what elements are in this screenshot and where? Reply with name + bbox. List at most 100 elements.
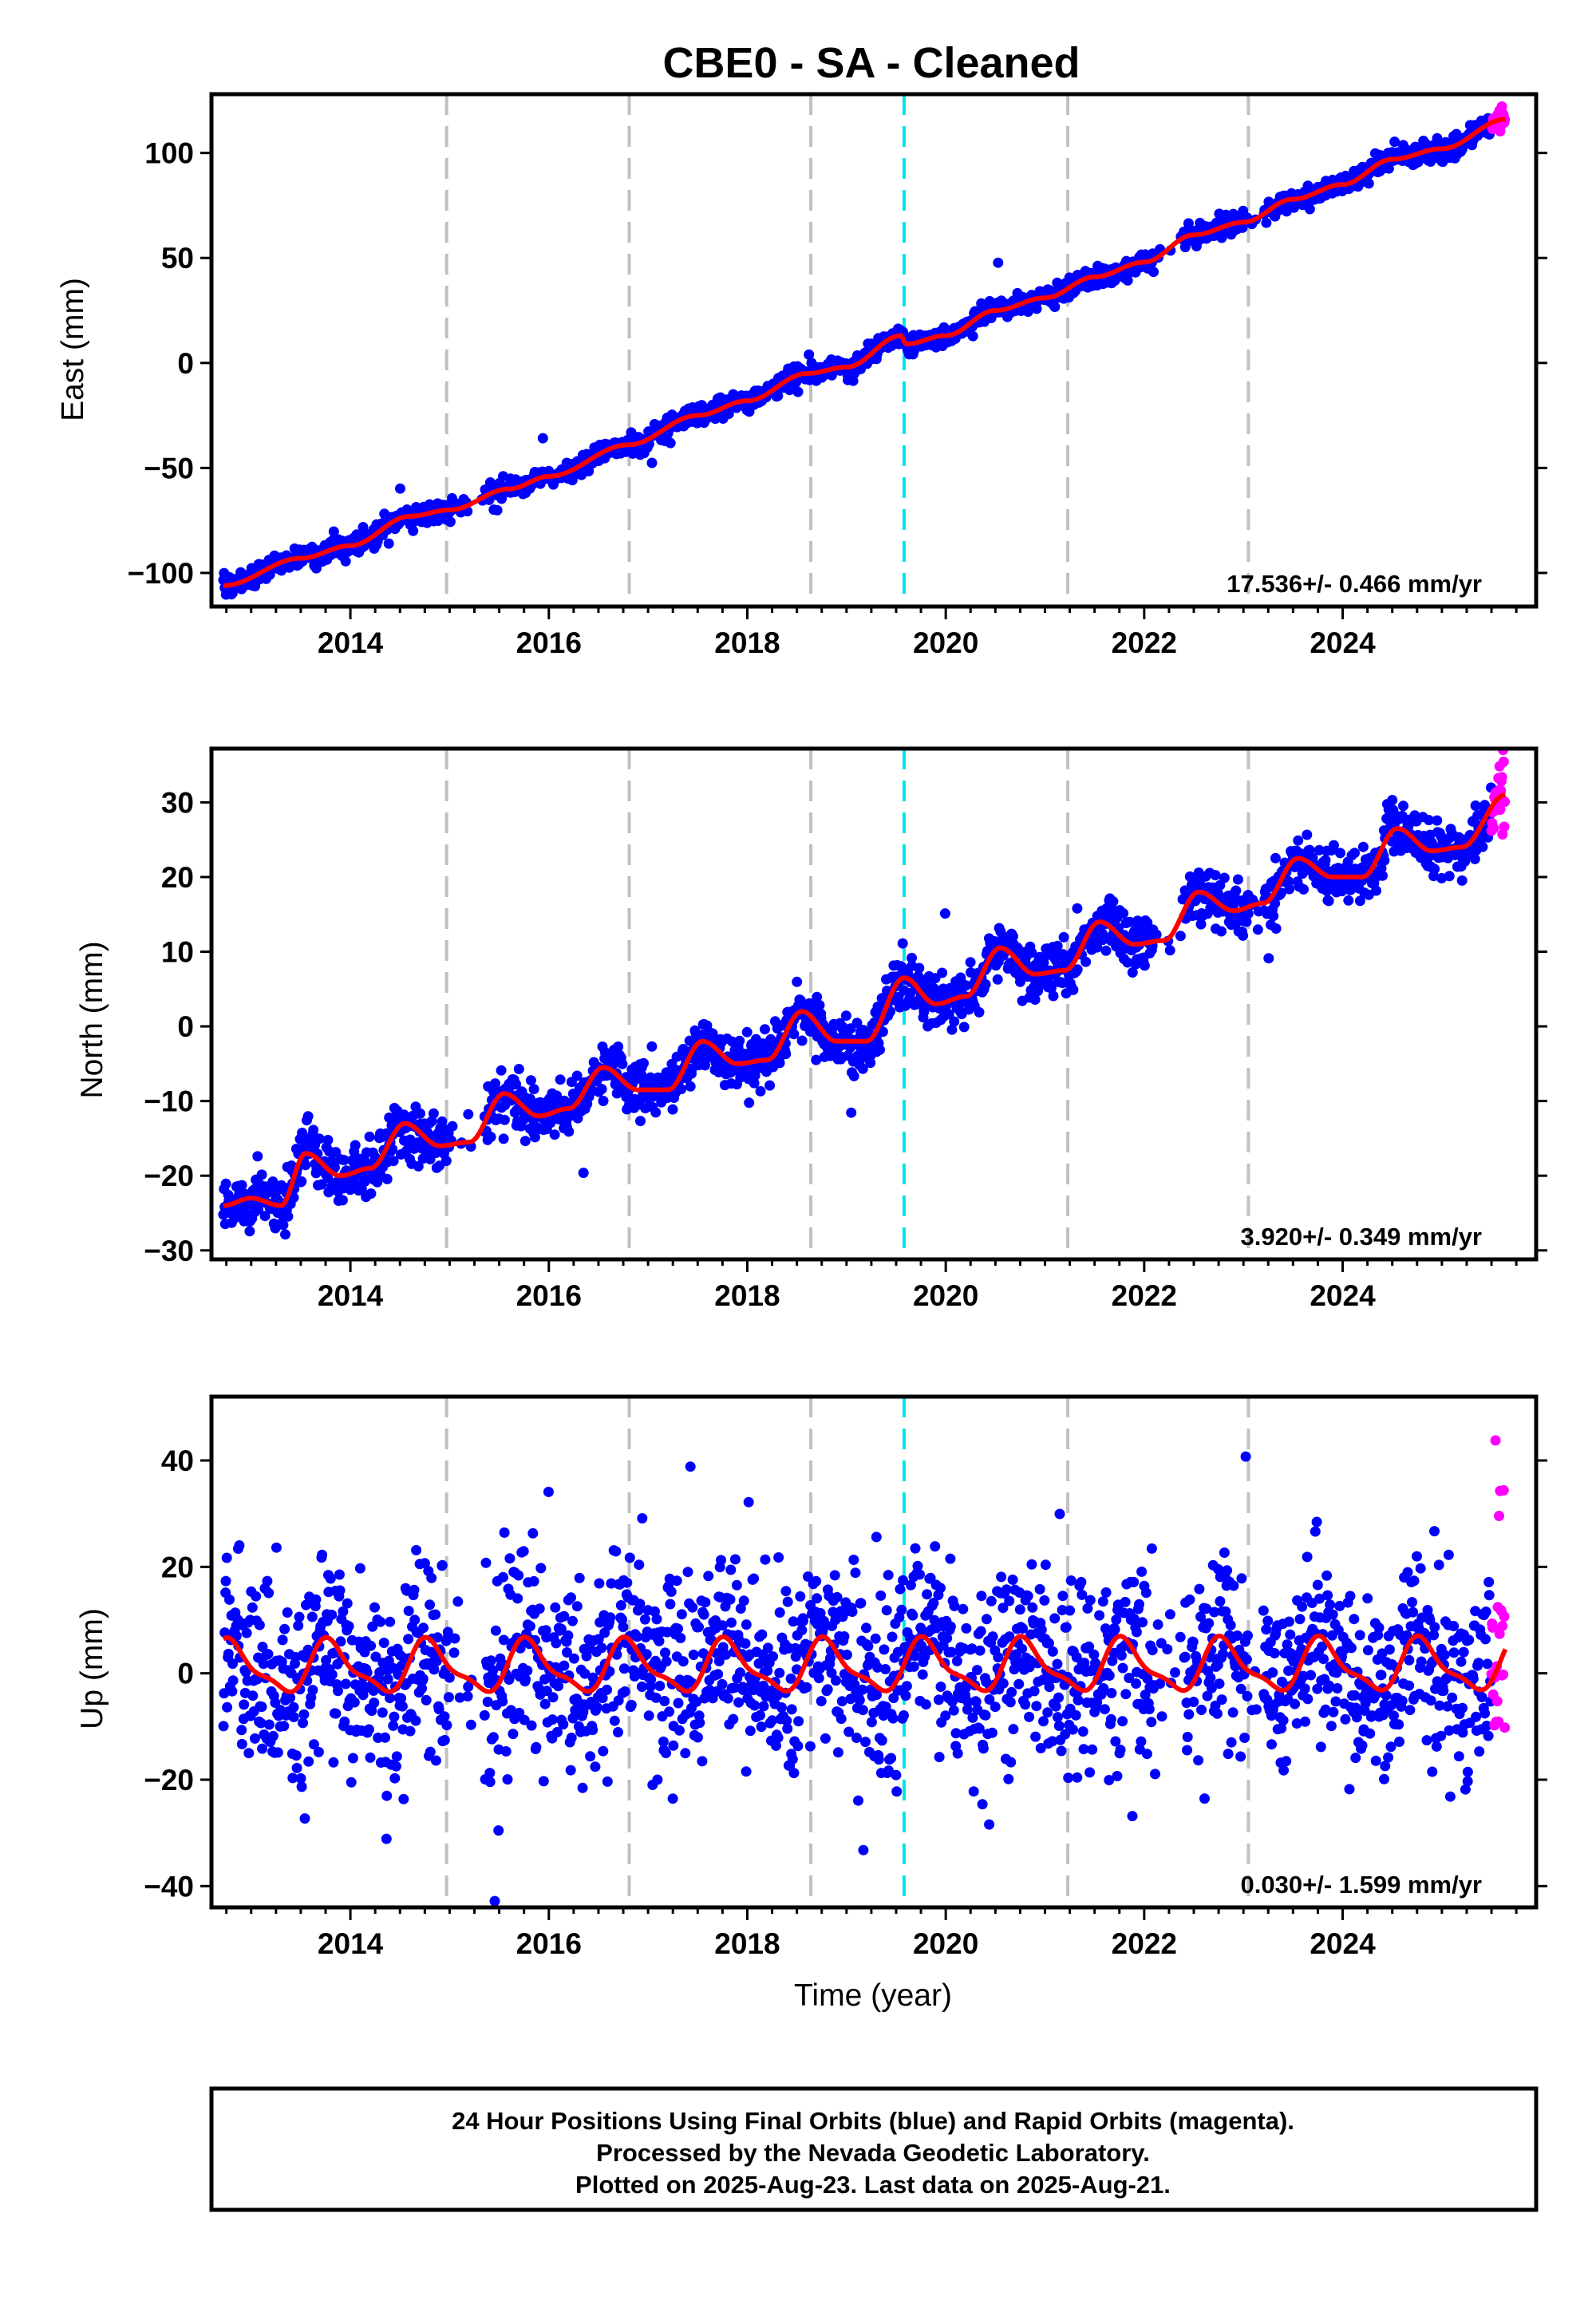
north-final-point [519, 1136, 531, 1147]
up-final-point [841, 1650, 852, 1660]
up-scatter [218, 1435, 1511, 1907]
north-final-point [1252, 924, 1263, 935]
east-ytick-label: −50 [144, 452, 194, 484]
up-final-point [673, 1697, 684, 1709]
north-final-point [437, 1116, 448, 1127]
north-final-point [1241, 916, 1252, 927]
up-final-point [787, 1753, 798, 1765]
up-final-point [896, 1604, 907, 1615]
north-final-point [1283, 875, 1294, 887]
north-final-point [1122, 957, 1133, 968]
north-final-point [1429, 864, 1440, 875]
up-final-point [234, 1540, 245, 1551]
up-final-point [365, 1640, 377, 1651]
north-final-point [1008, 931, 1018, 942]
north-final-point [498, 1133, 509, 1144]
east-final-point [583, 465, 595, 476]
north-ytick-label: −30 [144, 1235, 194, 1267]
north-final-point [840, 1010, 851, 1022]
north-final-point [851, 1018, 863, 1029]
north-final-point [946, 1024, 958, 1035]
up-final-point [479, 1709, 490, 1721]
north-final-point [650, 1107, 662, 1118]
up-final-point [839, 1631, 850, 1642]
up-final-point [410, 1715, 421, 1726]
up-final-point [222, 1701, 233, 1713]
up-final-point [325, 1573, 336, 1584]
up-final-point [602, 1684, 612, 1695]
up-final-point [858, 1844, 869, 1856]
east-final-point [537, 433, 548, 444]
up-final-point [539, 1698, 551, 1709]
up-final-point [594, 1578, 605, 1589]
up-final-point [664, 1706, 675, 1717]
north-final-point [1349, 848, 1360, 859]
up-final-point [587, 1725, 598, 1736]
north-final-point [1377, 870, 1388, 881]
up-final-point [377, 1707, 388, 1718]
up-final-point [774, 1667, 785, 1678]
up-final-point [853, 1795, 863, 1806]
up-final-point [666, 1587, 677, 1597]
up-final-point [227, 1686, 238, 1697]
up-final-point [990, 1701, 1001, 1713]
up-final-point [421, 1694, 432, 1705]
up-final-point [596, 1642, 607, 1654]
east-frame [209, 92, 1539, 609]
north-final-point [1314, 844, 1325, 856]
north-final-point [252, 1151, 263, 1162]
up-final-point [271, 1542, 282, 1553]
north-final-point [1175, 931, 1186, 942]
north-final-point [1320, 855, 1331, 866]
up-final-point [526, 1720, 537, 1731]
up-final-point [935, 1682, 946, 1692]
up-final-point [520, 1674, 531, 1685]
up-final-point [692, 1732, 703, 1743]
up-final-point [538, 1776, 549, 1787]
up-final-point [738, 1595, 749, 1607]
up-final-point [978, 1743, 989, 1754]
up-final-point [452, 1596, 464, 1607]
up-final-point [958, 1603, 969, 1614]
east-final-point [1389, 136, 1400, 148]
up-final-point [484, 1777, 496, 1788]
east-final-point [772, 390, 784, 401]
up-final-point [566, 1592, 576, 1603]
north-final-point [365, 1188, 377, 1199]
north-final-point [571, 1070, 583, 1081]
up-final-point [488, 1732, 499, 1743]
up-final-point [502, 1774, 513, 1785]
up-final-point [981, 1614, 992, 1625]
up-final-point [674, 1725, 685, 1736]
north-final-point [1343, 895, 1354, 906]
up-final-point [465, 1719, 476, 1730]
north-final-point [667, 1104, 678, 1115]
up-final-point [866, 1717, 877, 1728]
up-final-point [654, 1635, 665, 1646]
up-final-point [907, 1610, 918, 1621]
north-final-point [992, 974, 1003, 985]
up-final-point [998, 1678, 1009, 1689]
north-final-point [877, 1026, 888, 1037]
north-final-point [974, 1006, 985, 1018]
up-final-point [717, 1620, 728, 1631]
east-scatter [218, 101, 1511, 600]
north-final-point [1052, 940, 1063, 951]
up-final-point [485, 1655, 496, 1666]
up-final-point [920, 1699, 931, 1710]
north-final-point [958, 1022, 970, 1033]
up-final-point [310, 1594, 322, 1605]
up-final-point [915, 1569, 925, 1580]
up-final-point [646, 1674, 657, 1685]
up-final-point [317, 1549, 328, 1560]
up-final-point [861, 1622, 871, 1634]
north-final-point [1379, 855, 1390, 866]
north-final-point [1232, 874, 1243, 885]
up-final-point [227, 1675, 239, 1686]
up-final-point [795, 1591, 806, 1602]
up-final-point [951, 1655, 962, 1666]
up-final-point [381, 1833, 392, 1844]
up-final-point [251, 1591, 262, 1602]
